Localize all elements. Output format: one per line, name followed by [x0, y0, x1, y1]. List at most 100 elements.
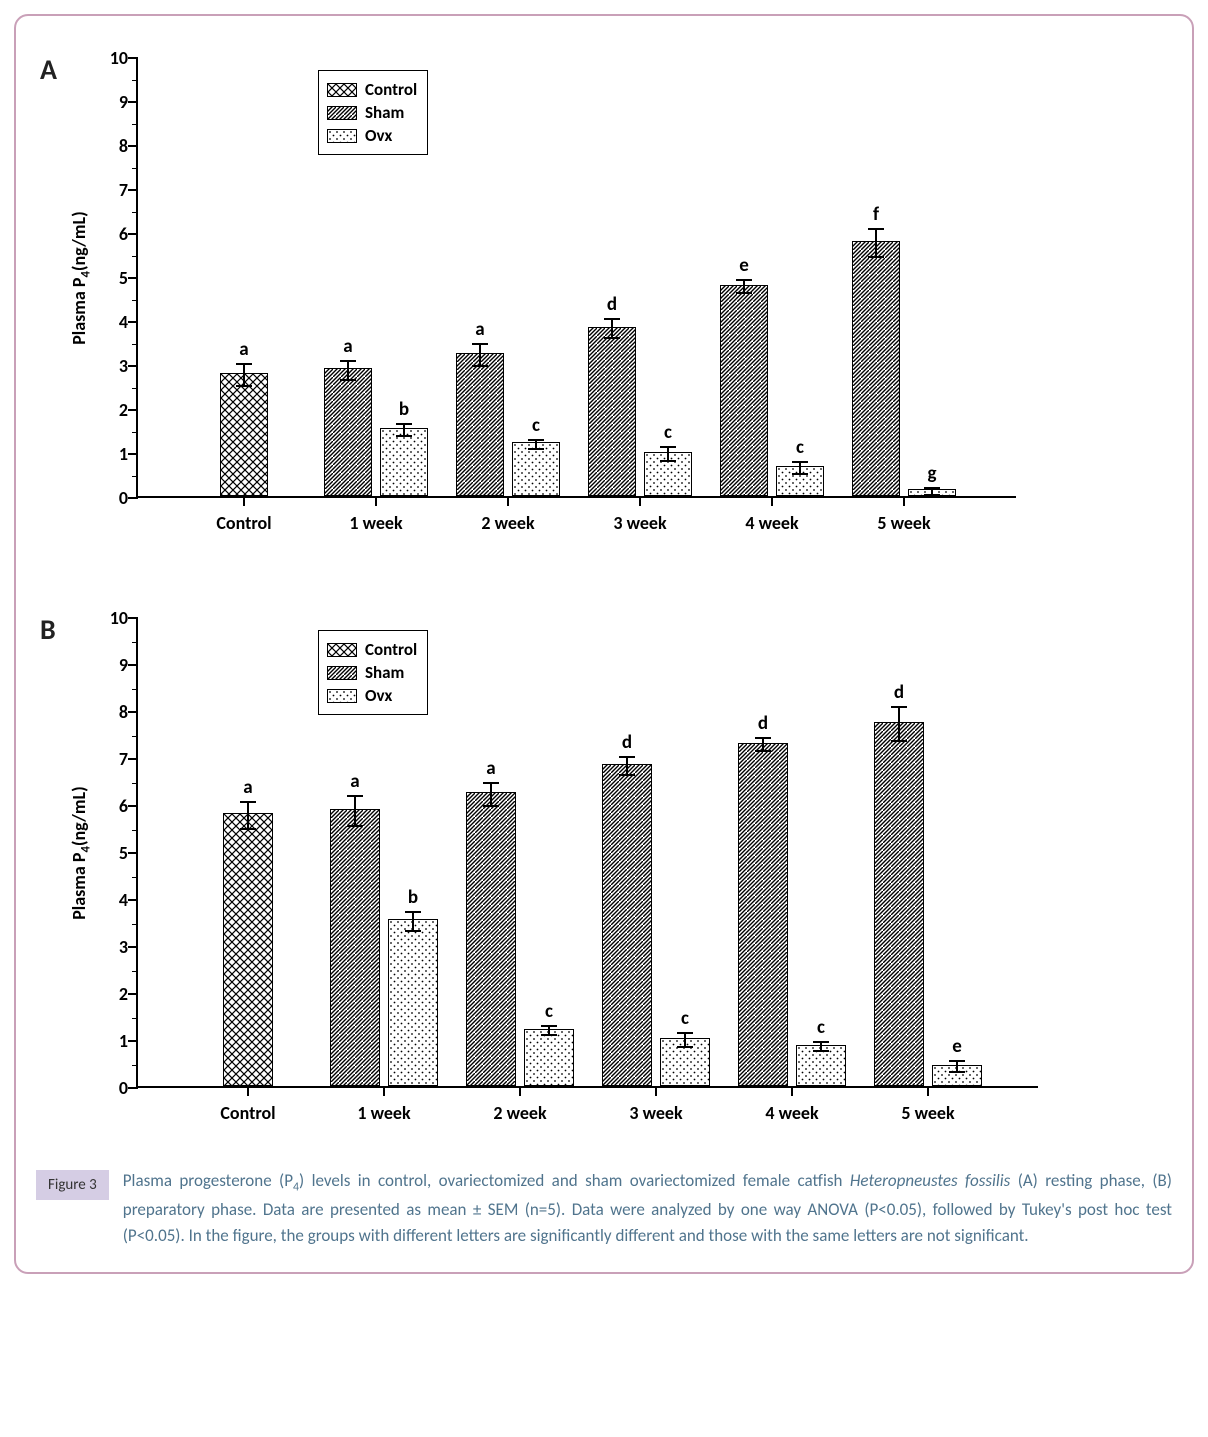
figure-frame: A 012345678910Plasma P4(ng/mL)Controla1 …	[14, 14, 1194, 1274]
bar-sham	[852, 241, 900, 496]
y-tick	[128, 946, 138, 948]
bar-sham	[874, 722, 924, 1086]
error-cap-top	[755, 737, 771, 739]
legend-row: Ovx	[327, 685, 417, 706]
panel-a-plot: 012345678910Plasma P4(ng/mL)Controla1 we…	[136, 58, 1016, 548]
y-tick-label: 2	[92, 983, 128, 1005]
y-tick	[128, 189, 138, 191]
legend: ControlShamOvx	[318, 630, 428, 715]
y-tick-label: 7	[92, 179, 128, 201]
error-cap-top	[528, 439, 544, 441]
x-tick	[247, 1086, 249, 1096]
bar-ovx	[512, 442, 560, 496]
significance-label: a	[343, 335, 352, 358]
x-tick-label: 5 week	[901, 1102, 954, 1124]
significance-label: a	[239, 338, 248, 361]
error-cap-top	[347, 795, 363, 797]
error-cap-bottom	[347, 825, 363, 827]
y-tick-label: 5	[92, 842, 128, 864]
significance-label: b	[408, 886, 418, 909]
x-tick	[771, 496, 773, 506]
error-cap-bottom	[405, 930, 421, 932]
y-tick-minor	[132, 1018, 138, 1019]
y-tick-minor	[132, 476, 138, 477]
plot-area: 012345678910Plasma P4(ng/mL)Controla1 we…	[136, 58, 1016, 498]
x-tick-label: 1 week	[349, 512, 402, 534]
y-tick-minor	[132, 783, 138, 784]
significance-label: d	[607, 293, 617, 316]
panel-b-chart-wrap: 012345678910Plasma P4(ng/mL)Controla1 we…	[136, 618, 1172, 1138]
y-tick-label: 4	[92, 311, 128, 333]
y-tick	[128, 993, 138, 995]
error-cap-top	[619, 756, 635, 758]
error-cap-top	[541, 1025, 557, 1027]
legend-row: Control	[327, 79, 417, 100]
y-tick-label: 9	[92, 91, 128, 113]
error-cap-bottom	[949, 1071, 965, 1073]
caption-italic: Heteropneustes fossilis	[850, 1170, 1010, 1191]
bar-ovx	[380, 428, 428, 496]
x-tick	[507, 496, 509, 506]
y-tick	[128, 852, 138, 854]
x-tick	[519, 1086, 521, 1096]
legend-swatch	[327, 643, 357, 657]
panel-b-letter: B	[40, 612, 56, 647]
error-cap-top	[240, 801, 256, 803]
error-cap-top	[483, 782, 499, 784]
error-cap-top	[736, 279, 752, 281]
y-tick-minor	[132, 168, 138, 169]
significance-label: f	[873, 203, 879, 226]
bar-control	[223, 813, 273, 1086]
y-tick-label: 0	[92, 1077, 128, 1099]
caption-pre: Plasma progesterone (P	[123, 1170, 293, 1191]
legend-label: Sham	[365, 102, 404, 123]
y-tick-minor	[132, 300, 138, 301]
significance-label: c	[817, 1016, 825, 1039]
y-tick-label: 6	[92, 795, 128, 817]
bar-sham	[330, 809, 380, 1086]
y-tick-minor	[132, 1065, 138, 1066]
error-cap-bottom	[891, 740, 907, 742]
legend-label: Ovx	[365, 685, 392, 706]
x-tick	[639, 496, 641, 506]
error-cap-bottom	[604, 337, 620, 339]
error-stem	[898, 707, 900, 741]
error-cap-top	[604, 318, 620, 320]
bar-sham	[466, 792, 516, 1086]
error-stem	[875, 229, 877, 257]
y-tick	[128, 321, 138, 323]
x-tick-label: 4 week	[765, 1102, 818, 1124]
y-tick-minor	[132, 344, 138, 345]
y-tick-minor	[132, 80, 138, 81]
error-cap-bottom	[792, 473, 808, 475]
error-cap-top	[396, 423, 412, 425]
legend-row: Sham	[327, 662, 417, 683]
significance-label: a	[350, 770, 359, 793]
y-tick	[128, 1087, 138, 1089]
y-tick-label: 1	[92, 443, 128, 465]
y-tick-minor	[132, 924, 138, 925]
x-tick	[927, 1086, 929, 1096]
legend-swatch	[327, 129, 357, 143]
x-tick	[791, 1086, 793, 1096]
y-tick	[128, 617, 138, 619]
panel-a-letter: A	[40, 52, 57, 87]
error-stem	[611, 319, 613, 338]
error-cap-top	[340, 360, 356, 362]
error-cap-bottom	[541, 1034, 557, 1036]
error-cap-bottom	[736, 292, 752, 294]
error-cap-bottom	[868, 256, 884, 258]
error-cap-top	[792, 461, 808, 463]
legend-label: Control	[365, 639, 417, 660]
error-stem	[243, 364, 245, 386]
x-tick	[383, 1086, 385, 1096]
y-tick	[128, 453, 138, 455]
bar-sham	[456, 353, 504, 496]
y-axis-title: Plasma P4(ng/mL)	[68, 786, 94, 920]
y-tick	[128, 233, 138, 235]
panel-b-plot: 012345678910Plasma P4(ng/mL)Controla1 we…	[136, 618, 1038, 1138]
x-tick-label: 1 week	[357, 1102, 410, 1124]
error-cap-bottom	[396, 435, 412, 437]
significance-label: d	[894, 681, 904, 704]
legend-row: Ovx	[327, 125, 417, 146]
